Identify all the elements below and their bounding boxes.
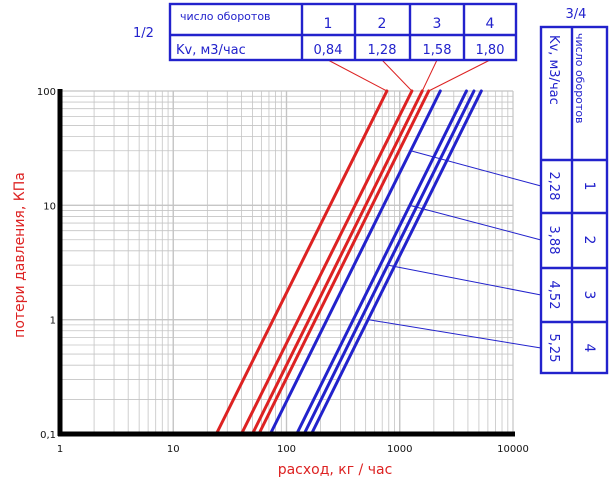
tq-turn-1: 1 bbox=[581, 182, 597, 191]
tq-header-turns: число оборотов bbox=[573, 33, 586, 124]
y-tick-label: 100 bbox=[37, 87, 56, 98]
series-line-three-quarter-1 bbox=[268, 89, 442, 436]
tq-turn-3: 3 bbox=[581, 291, 597, 300]
tq-kv-1: 2,28 bbox=[546, 172, 561, 201]
half-turn-4: 4 bbox=[486, 16, 495, 32]
three-quarter-inch-label: 3/4 bbox=[566, 7, 587, 22]
tq-kv-3: 4,52 bbox=[546, 281, 561, 310]
leader-line-three-quarter-1 bbox=[410, 150, 542, 187]
x-tick-label: 1000 bbox=[387, 444, 412, 455]
leader-line-half-4 bbox=[428, 59, 491, 92]
tq-kv-2: 3,88 bbox=[546, 226, 561, 255]
x-tick-label: 10000 bbox=[497, 444, 529, 455]
leader-line-half-1 bbox=[327, 59, 388, 92]
leader-line-half-3 bbox=[421, 59, 438, 92]
x-tick-label: 1 bbox=[57, 444, 63, 455]
half-header-kv: Kv, м3/час bbox=[176, 43, 246, 58]
y-tick-label: 1 bbox=[50, 316, 56, 327]
half-kv-4: 1,80 bbox=[476, 43, 505, 58]
half-inch-label: 1/2 bbox=[133, 26, 154, 41]
y-axis-label: потери давления, КПа bbox=[12, 172, 28, 338]
half-turn-3: 3 bbox=[433, 16, 442, 32]
tq-kv-4: 5,25 bbox=[546, 334, 561, 363]
series-line-three-quarter-4 bbox=[309, 89, 483, 436]
half-turn-2: 2 bbox=[378, 16, 387, 32]
y-tick-label: 0,1 bbox=[40, 430, 56, 441]
half-inch-table: 1/2 число оборотов Kv, м3/час 1 2 3 4 0,… bbox=[133, 2, 518, 62]
table-leader-lines bbox=[327, 59, 542, 349]
chart-grid bbox=[59, 90, 514, 435]
series-line-three-quarter-2 bbox=[295, 89, 468, 436]
half-kv-3: 1,58 bbox=[423, 43, 452, 58]
series-line-half-3 bbox=[250, 89, 424, 436]
chart-axes bbox=[57, 89, 515, 437]
x-axis-label: расход, кг / час bbox=[278, 462, 393, 478]
series-line-half-2 bbox=[239, 89, 414, 436]
leader-line-half-2 bbox=[381, 59, 413, 92]
x-tick-label: 100 bbox=[277, 444, 296, 455]
leader-line-three-quarter-4 bbox=[367, 319, 542, 349]
tq-turn-4: 4 bbox=[581, 344, 597, 353]
leader-line-three-quarter-3 bbox=[387, 264, 542, 296]
half-turn-1: 1 bbox=[324, 16, 333, 32]
series-line-half-1 bbox=[214, 89, 389, 436]
half-header-turns: число оборотов bbox=[180, 10, 271, 23]
series-line-half-4 bbox=[257, 89, 431, 436]
tq-header-kv: Kv, м3/час bbox=[546, 35, 561, 105]
y-tick-label: 10 bbox=[43, 201, 56, 212]
half-kv-1: 0,84 bbox=[314, 43, 343, 58]
three-quarter-inch-table: 3/4 Kv, м3/час число оборотов 2,28 3,88 … bbox=[539, 7, 609, 375]
x-tick-label: 10 bbox=[167, 444, 180, 455]
leader-line-three-quarter-2 bbox=[409, 204, 542, 241]
chart-series bbox=[214, 89, 483, 436]
series-line-three-quarter-3 bbox=[302, 89, 476, 436]
tq-turn-2: 2 bbox=[581, 236, 597, 245]
half-kv-2: 1,28 bbox=[368, 43, 397, 58]
